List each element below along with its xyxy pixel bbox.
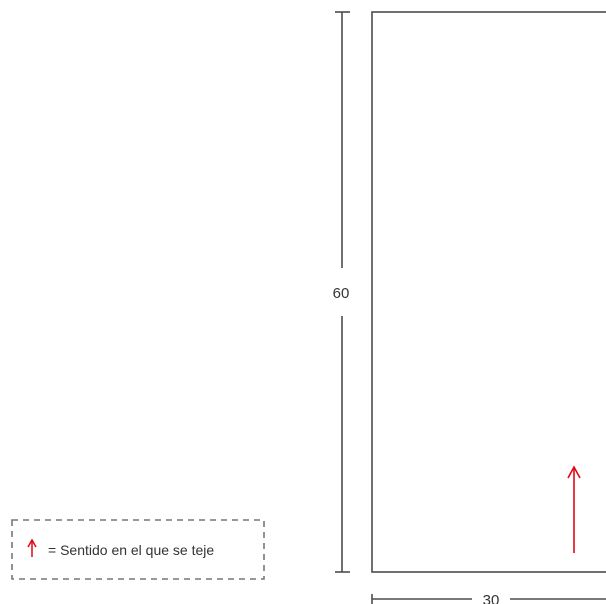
height-dimension: 60 [333,11,350,573]
legend-text: = Sentido en el que se teje [48,542,214,558]
garment-panel [371,11,606,573]
legend-box: = Sentido en el que se teje [11,519,265,580]
width-dimension: 30 [371,592,606,604]
arrow-up-icon [27,538,37,557]
width-label: 30 [483,592,500,604]
knit-direction-arrow-icon [567,465,581,553]
height-label: 60 [333,285,350,302]
